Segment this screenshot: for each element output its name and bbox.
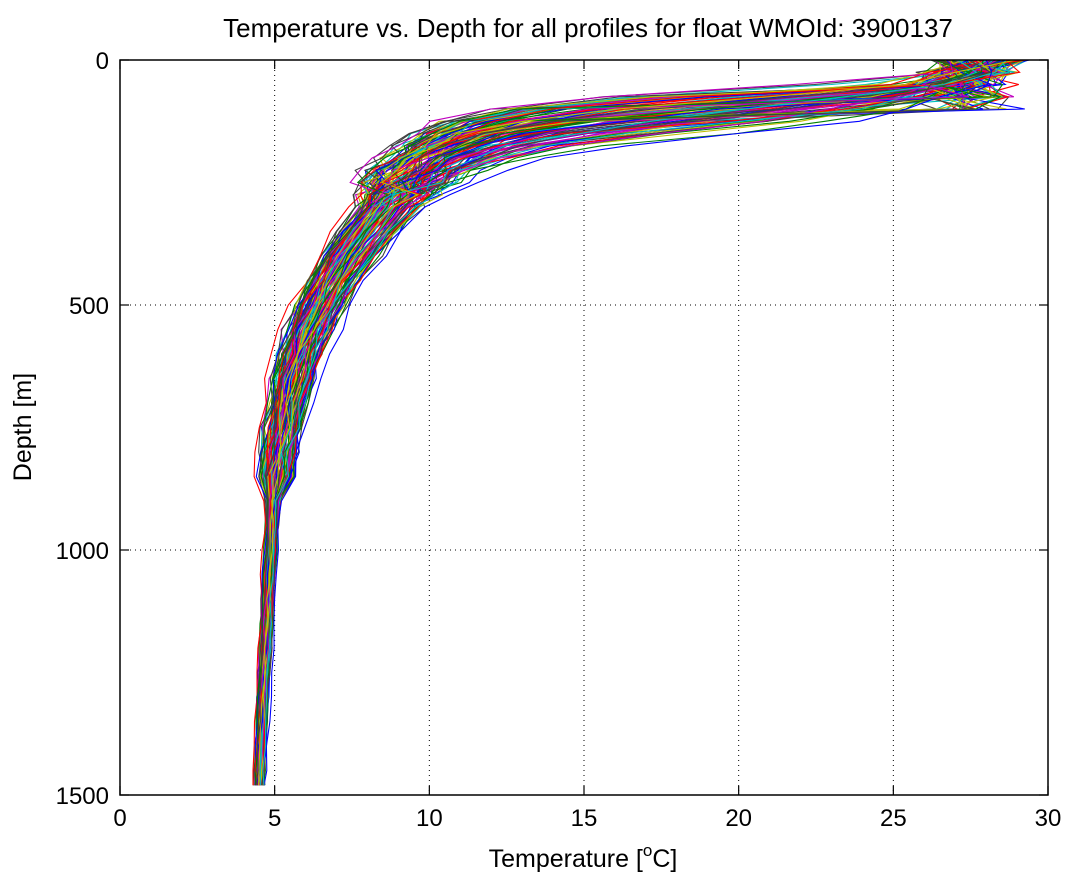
y-tick-label: 500	[69, 293, 109, 320]
y-tick-label: 1000	[56, 538, 109, 565]
x-tick-label: 5	[268, 805, 281, 832]
x-axis-title-suffix: C]	[652, 845, 677, 873]
profile-line	[256, 59, 980, 786]
profile-line	[256, 59, 990, 786]
profile-line	[254, 59, 983, 786]
profile-line	[253, 59, 1000, 786]
x-tick-label: 0	[113, 805, 126, 832]
profile-line	[258, 59, 981, 786]
profile-line	[261, 59, 967, 786]
profile-line	[260, 59, 991, 786]
profile-line	[255, 59, 976, 786]
profile-line	[255, 59, 974, 786]
profile-line	[256, 59, 975, 786]
x-tick-label: 20	[725, 805, 752, 832]
profile-line	[260, 59, 969, 786]
profile-line	[256, 59, 982, 786]
profile-line	[255, 59, 952, 786]
profile-line	[254, 59, 1013, 786]
y-tick-labels: 0 500 1000 1500	[56, 48, 109, 810]
profile-line	[260, 59, 974, 786]
profile-line	[259, 59, 978, 786]
profile-line	[252, 59, 999, 786]
profile-line	[253, 59, 998, 786]
profile-line	[256, 59, 980, 786]
x-tick-label: 25	[880, 805, 907, 832]
profile-line	[256, 59, 989, 786]
profile-line	[252, 59, 1027, 786]
profile-line	[258, 59, 971, 786]
profile-line	[254, 59, 985, 786]
profile-line	[258, 59, 973, 786]
profile-line	[256, 59, 966, 786]
profile-line	[255, 59, 993, 786]
profile-line	[256, 59, 972, 786]
profile-line	[255, 59, 975, 786]
profile-line	[256, 59, 988, 786]
profile-line	[262, 59, 978, 786]
profile-line	[257, 59, 988, 786]
profile-line	[256, 59, 994, 786]
profile-line	[254, 59, 983, 786]
profile-line	[255, 59, 986, 786]
chart-title: Temperature vs. Depth for all profiles f…	[223, 13, 953, 43]
profile-line	[258, 59, 977, 786]
profile-line	[255, 59, 975, 786]
profile-line	[256, 59, 984, 786]
profile-line	[256, 59, 988, 786]
profile-line	[260, 59, 973, 786]
profile-line	[263, 59, 993, 786]
profile-line	[254, 59, 994, 786]
profile-line	[253, 59, 987, 786]
x-tick-label: 10	[416, 805, 443, 832]
profile-line	[254, 59, 957, 786]
axis-ticks	[119, 59, 1049, 796]
y-tick-label: 0	[96, 48, 109, 75]
y-axis-title: Depth [m]	[9, 373, 37, 481]
x-axis-title-superscript: o	[643, 841, 652, 860]
y-tick-label: 1500	[56, 783, 109, 810]
x-axis-title: Temperature [oC]	[489, 841, 678, 873]
profile-line	[257, 59, 978, 786]
profile-line	[257, 59, 960, 786]
profile-line	[256, 59, 966, 786]
profile-line	[261, 59, 1004, 786]
x-tick-labels: 0 5 10 15 20 25 30	[113, 805, 1061, 832]
profile-lines	[252, 59, 1030, 786]
profile-line	[256, 59, 989, 786]
profile-line	[255, 59, 988, 786]
profile-line	[256, 59, 993, 786]
profile-line	[256, 59, 993, 786]
x-tick-label: 30	[1035, 805, 1062, 832]
profile-line	[258, 59, 1017, 786]
profile-line	[256, 59, 969, 786]
profile-line	[258, 59, 975, 786]
profile-line	[257, 59, 976, 786]
x-axis-title-prefix: Temperature [	[489, 845, 643, 873]
x-tick-label: 15	[571, 805, 598, 832]
profile-line	[255, 59, 984, 786]
profile-line	[257, 59, 973, 786]
